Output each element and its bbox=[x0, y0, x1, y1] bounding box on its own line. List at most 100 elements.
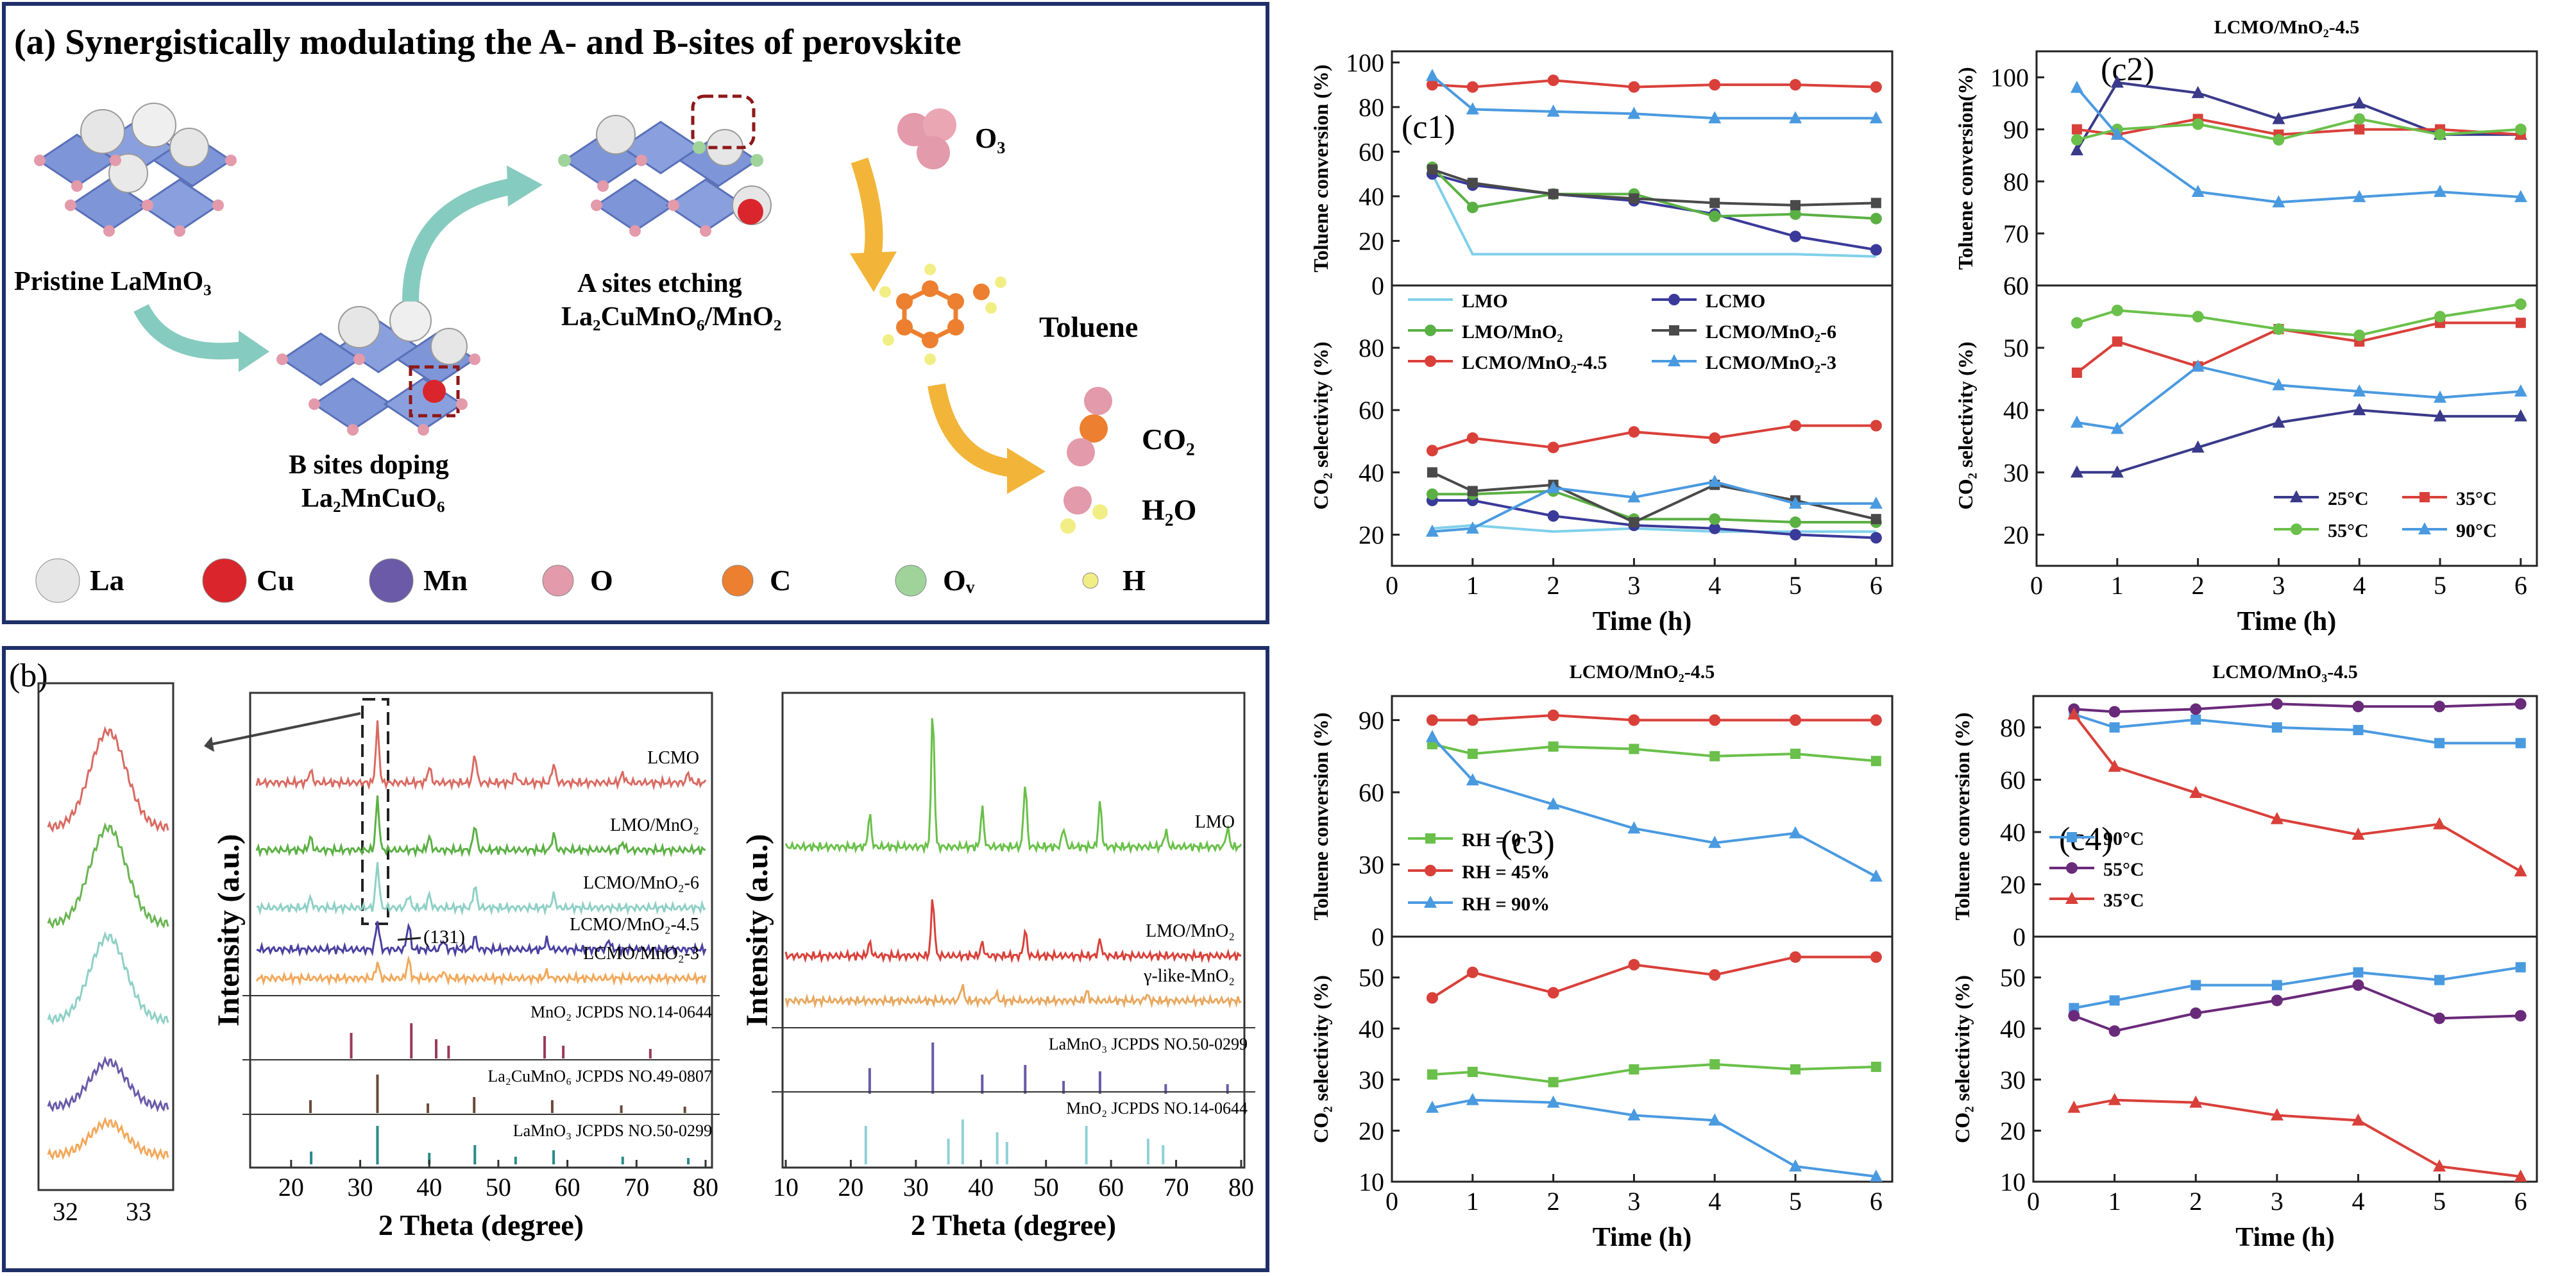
c1-ylabel-top: Toluene conversion (%) bbox=[1309, 64, 1332, 272]
c4-point-bottom bbox=[2353, 967, 2364, 978]
c1-point-bottom bbox=[1466, 432, 1479, 444]
c2-point-top bbox=[2110, 127, 2124, 140]
xrd1-curves bbox=[255, 720, 707, 987]
inset-tick-32: 32 bbox=[53, 1197, 78, 1226]
c1-point-top bbox=[1709, 198, 1720, 208]
c2-point-bottom bbox=[2514, 409, 2527, 421]
c2-point-bottom bbox=[2273, 323, 2285, 335]
c3-title: LCMO/MnO₂-4.5 bbox=[1570, 661, 1715, 683]
legend-atom-label: H bbox=[1123, 564, 1146, 597]
c3-point-top bbox=[1426, 714, 1438, 726]
c4-point-bottom bbox=[2108, 1093, 2121, 1105]
c1-ytick-top-label: 20 bbox=[1359, 226, 1384, 255]
c2-point-bottom bbox=[2110, 465, 2124, 478]
c1-point-top bbox=[1547, 74, 1559, 87]
inset-peak-curves bbox=[47, 726, 169, 1161]
c4-point-bottom bbox=[2352, 979, 2364, 991]
c1-point-bottom bbox=[1547, 441, 1559, 454]
c2-point-bottom bbox=[2110, 421, 2124, 434]
xrd2-xtick-label: 70 bbox=[1164, 1173, 1189, 1202]
c4-ylabel-bottom: CO₂ selectivity (%) bbox=[1951, 975, 1974, 1143]
legend-atom-7-icon bbox=[1082, 572, 1099, 589]
c4-legend-marker bbox=[2067, 832, 2077, 842]
c2-point-top bbox=[2353, 190, 2366, 203]
c1-point-bottom bbox=[1708, 474, 1722, 487]
c3-ylabel-bottom: CO₂ selectivity (%) bbox=[1309, 975, 1332, 1143]
panel-a-schematic: (a) Synergistically modulating the A- an… bbox=[2, 2, 1269, 624]
pristine-structure bbox=[34, 103, 237, 237]
c2-point-bottom bbox=[2514, 298, 2527, 310]
c1-legend-label: LCMO/MnO₂-3 bbox=[1706, 352, 1836, 373]
c3-point-bottom bbox=[1427, 1069, 1437, 1080]
c1-ytick-bottom-label: 20 bbox=[1359, 520, 1384, 549]
c3-point-top bbox=[1870, 714, 1882, 726]
c1-point-top bbox=[1427, 164, 1437, 175]
c2-point-bottom bbox=[2070, 415, 2083, 428]
c4-point-bottom bbox=[2108, 1025, 2121, 1037]
c1-series-line-bottom bbox=[1432, 424, 1876, 452]
c1-point-top bbox=[1466, 201, 1479, 214]
c3-point-top bbox=[1629, 744, 1640, 754]
xrd2-xtick-label: 60 bbox=[1098, 1173, 1124, 1202]
arrow-gold-2 bbox=[928, 383, 1015, 477]
xrd2-curve-labels: LMO LMO/MnO₂ γ-like-MnO₂ bbox=[1143, 812, 1235, 986]
c2-ytick-bottom-label: 60 bbox=[2003, 271, 2029, 300]
xrd1-dashed-box bbox=[361, 698, 389, 925]
c3-ytick-top-label: 90 bbox=[1359, 706, 1384, 735]
c1-point-top bbox=[1426, 79, 1438, 91]
c4-point-top bbox=[2434, 738, 2445, 749]
c1-point-top bbox=[1870, 198, 1881, 208]
c1-point-top bbox=[1546, 104, 1560, 117]
c4-point-top bbox=[2189, 785, 2203, 798]
c2-point-top bbox=[2434, 128, 2446, 140]
c2-ytick-bottom-label: 30 bbox=[2003, 458, 2029, 487]
h2o-label: H₂O bbox=[1142, 493, 1196, 526]
c2-point-bottom bbox=[2353, 403, 2366, 416]
c2-point-bottom bbox=[2514, 384, 2527, 397]
b-doping-label-1: B sites doping bbox=[289, 450, 449, 480]
c1-point-bottom bbox=[1790, 420, 1802, 432]
o3-label: O₃ bbox=[975, 123, 1005, 154]
c1-ytick-top-label: 60 bbox=[1359, 137, 1384, 166]
xrd2-frame bbox=[781, 692, 1246, 1169]
c1-series-line-top bbox=[1432, 79, 1876, 89]
xrd2-curve-3 bbox=[784, 983, 1242, 1009]
c4-xlabel: Time (h) bbox=[2235, 1223, 2334, 1252]
c4-ytick-bottom-label: 30 bbox=[2000, 1066, 2026, 1094]
c2-point-bottom bbox=[2272, 378, 2285, 391]
xrd1-curve-label: LCMO/MnO₂-3 bbox=[583, 944, 699, 964]
c1-point-bottom bbox=[1426, 445, 1438, 457]
c4-point-bottom bbox=[2434, 1012, 2446, 1025]
c1-xtick-label: 2 bbox=[1547, 571, 1560, 600]
c2-point-top bbox=[2272, 112, 2285, 124]
c4-point-top bbox=[2352, 701, 2364, 713]
c1-point-bottom bbox=[1709, 432, 1721, 444]
c4-xtick-label: 4 bbox=[2351, 1187, 2364, 1216]
c3-xtick-label: 4 bbox=[1708, 1187, 1721, 1216]
c4-bottom-frame bbox=[2032, 935, 2538, 1183]
h2o-molecule bbox=[1060, 486, 1108, 534]
c1-point-top bbox=[1870, 81, 1882, 93]
c2-ytick-bottom-label: 50 bbox=[2003, 334, 2029, 362]
xrd1-curve-label: LMO/MnO₂ bbox=[610, 815, 699, 835]
c4-point-bottom bbox=[2271, 994, 2283, 1007]
xrd1-curve-labels: LCMO LMO/MnO₂ LCMO/MnO₂-6 LCMO/MnO₂-4.5 LCMO… bbox=[570, 748, 699, 964]
c1-point-top bbox=[1870, 244, 1882, 256]
c1-legend-label: LCMO bbox=[1706, 291, 1765, 312]
c2-point-bottom bbox=[2434, 409, 2447, 421]
c4-point-top bbox=[2351, 828, 2365, 840]
c4-ytick-top-label: 40 bbox=[2000, 818, 2026, 847]
xrd2-curves bbox=[784, 718, 1242, 1009]
c4-xtick-label: 2 bbox=[2189, 1187, 2202, 1216]
pristine-label: Pristine LaMnO₃ bbox=[14, 267, 212, 296]
c4-series-line-top bbox=[2074, 702, 2521, 713]
c1-point-bottom bbox=[1870, 420, 1882, 432]
c4-point-top bbox=[2271, 722, 2282, 733]
toluene-label: Toluene bbox=[1039, 310, 1138, 343]
a-etching-label-1: A sites etching bbox=[577, 269, 742, 298]
c4-point-bottom bbox=[2189, 1095, 2203, 1108]
inset-curve-5 bbox=[47, 1116, 169, 1161]
